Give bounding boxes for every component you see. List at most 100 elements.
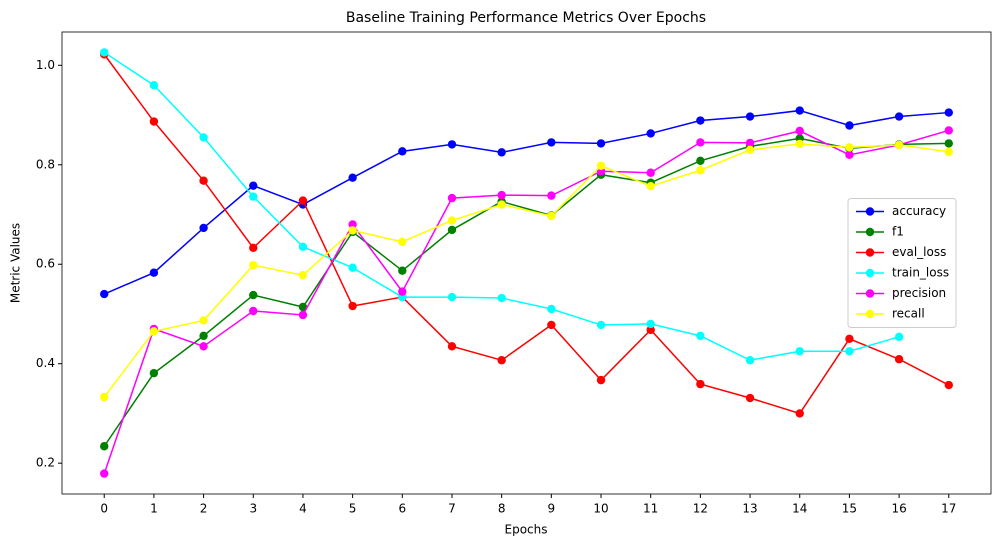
x-tick-label: 2: [200, 502, 208, 516]
x-axis-label: Epochs: [505, 523, 548, 537]
data-point: [199, 223, 208, 233]
x-tick-label: 3: [249, 502, 257, 516]
data-point: [696, 331, 705, 341]
legend-marker: [865, 207, 875, 216]
x-tick-label: 10: [593, 502, 608, 516]
data-point: [100, 48, 109, 57]
data-point: [646, 325, 655, 335]
legend-marker: [865, 268, 875, 278]
data-point: [249, 192, 258, 201]
data-point: [348, 226, 357, 235]
y-tick-label: 0.8: [36, 157, 55, 171]
x-tick-label: 8: [498, 502, 506, 516]
data-point: [845, 143, 854, 152]
data-point: [497, 190, 506, 200]
y-tick-label: 0.4: [36, 356, 55, 370]
data-point: [944, 380, 953, 390]
data-point: [795, 347, 804, 356]
data-point: [199, 331, 208, 341]
data-point: [944, 108, 953, 117]
chart-title: Baseline Training Performance Metrics Ov…: [346, 10, 706, 26]
x-tick-label: 12: [693, 502, 708, 516]
data-point: [497, 200, 506, 209]
x-tick-label: 4: [299, 502, 307, 516]
data-point: [298, 242, 308, 252]
data-point: [149, 117, 159, 126]
data-point: [249, 261, 258, 270]
data-point: [298, 196, 308, 205]
legend-label: precision: [892, 286, 946, 300]
data-point: [100, 289, 109, 299]
x-tick-label: 9: [548, 502, 556, 516]
data-point: [547, 191, 556, 200]
x-tick-label: 0: [100, 502, 108, 516]
x-tick-label: 1: [150, 502, 158, 516]
x-tick-label: 7: [448, 502, 456, 516]
data-point: [298, 302, 308, 312]
x-tick-label: 16: [891, 502, 906, 516]
legend-marker: [865, 248, 875, 257]
data-point: [596, 375, 606, 385]
data-point: [944, 139, 953, 148]
data-point: [596, 320, 606, 330]
data-point: [497, 293, 506, 303]
data-point: [894, 332, 904, 342]
data-point: [696, 166, 705, 175]
data-point: [447, 292, 457, 302]
data-point: [100, 392, 109, 402]
data-point: [447, 342, 457, 351]
data-point: [199, 176, 208, 185]
data-point: [845, 334, 854, 344]
data-point: [249, 290, 258, 300]
data-point: [944, 126, 953, 135]
data-point: [795, 409, 804, 418]
data-point: [398, 147, 407, 156]
data-point: [894, 140, 904, 150]
data-point: [249, 181, 258, 190]
data-point: [398, 237, 407, 247]
data-point: [745, 138, 755, 148]
data-point: [745, 112, 755, 121]
x-tick-label: 14: [792, 502, 807, 516]
data-point: [348, 263, 357, 272]
data-point: [447, 193, 457, 203]
data-point: [745, 356, 755, 365]
data-point: [447, 140, 457, 149]
data-point: [646, 319, 655, 329]
data-point: [398, 266, 407, 275]
data-point: [944, 147, 953, 157]
data-point: [348, 173, 357, 182]
data-point: [497, 148, 506, 157]
data-point: [497, 356, 506, 365]
legend-marker: [865, 289, 875, 298]
legend-marker: [865, 227, 875, 237]
legend-marker: [865, 309, 875, 319]
data-point: [845, 150, 854, 160]
legend-label: accuracy: [892, 204, 946, 218]
data-point: [447, 225, 457, 235]
data-point: [249, 243, 258, 253]
series-line: [103, 109, 949, 295]
data-point: [199, 133, 208, 142]
data-point: [398, 287, 407, 296]
data-point: [298, 270, 308, 280]
data-point: [149, 368, 159, 378]
data-point: [646, 181, 655, 191]
data-point: [547, 211, 556, 221]
data-point: [199, 342, 208, 351]
data-point: [646, 168, 655, 177]
x-tick-label: 11: [643, 502, 658, 516]
legend-label: eval_loss: [892, 245, 946, 259]
x-tick-label: 13: [742, 502, 757, 516]
data-point: [894, 355, 904, 364]
data-point: [298, 310, 308, 320]
x-tick-label: 15: [842, 502, 857, 516]
data-point: [149, 327, 159, 336]
data-point: [596, 161, 606, 170]
data-point: [745, 393, 755, 403]
y-tick-label: 0.2: [36, 456, 55, 470]
x-tick-label: 17: [941, 502, 956, 516]
data-point: [547, 304, 556, 314]
series-line: [103, 137, 949, 447]
